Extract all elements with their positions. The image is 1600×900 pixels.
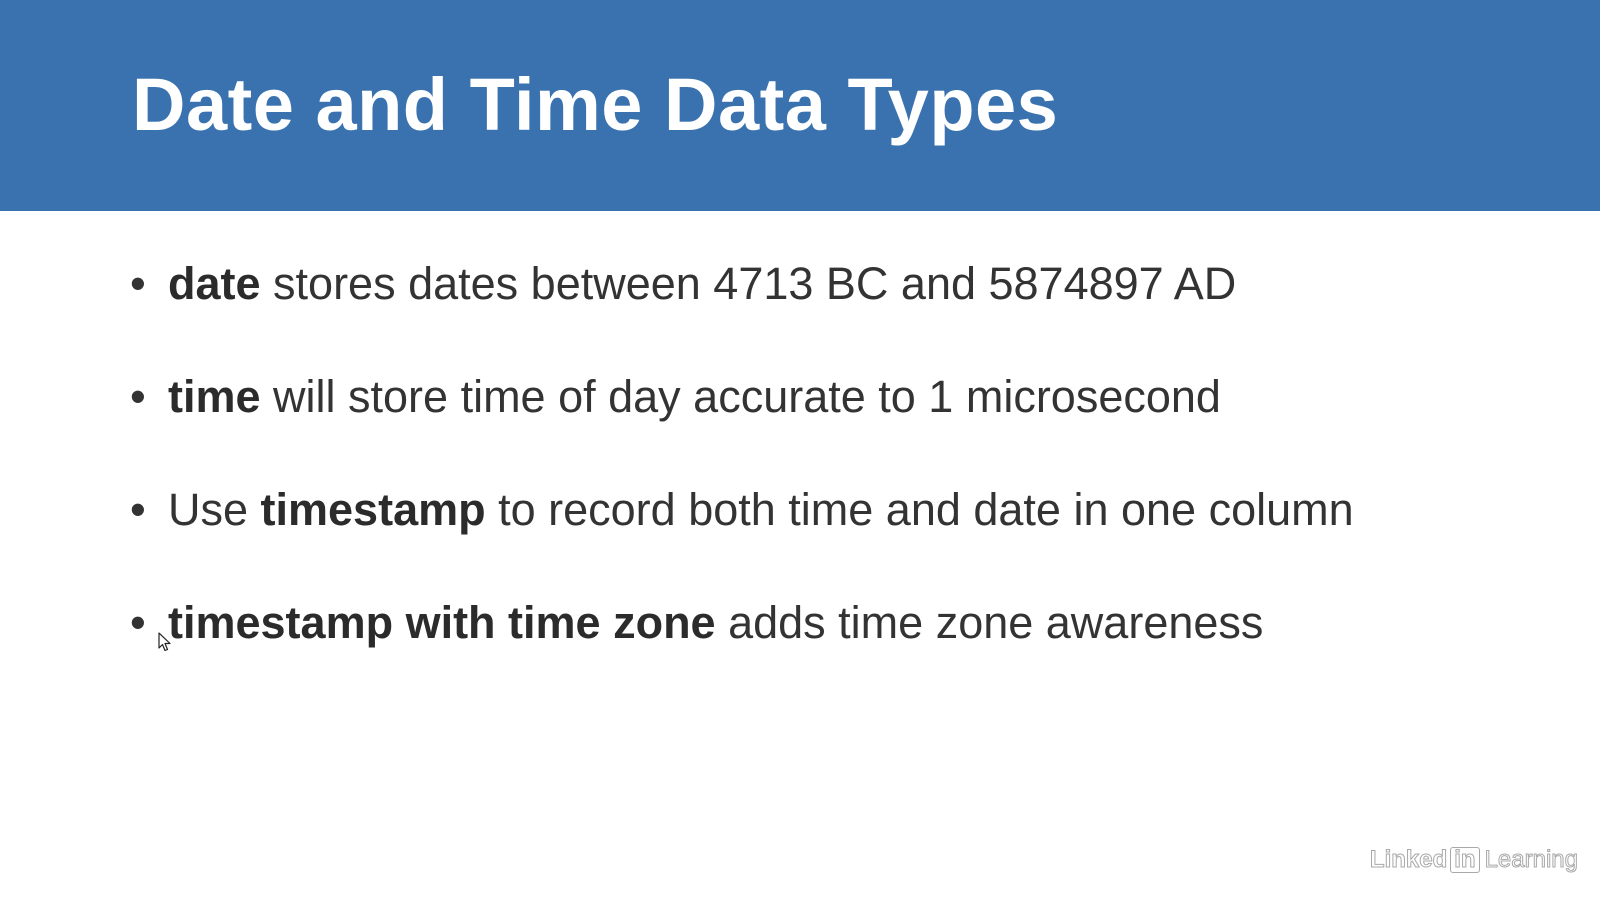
bullet-text: to record both time and date in one colu… <box>485 484 1354 535</box>
bullet-item-timestamp-tz: • timestamp with time zone adds time zone… <box>130 597 1354 710</box>
bullet-keyword: date <box>168 258 261 309</box>
bullet-text: adds time zone awareness <box>715 597 1264 648</box>
bullet-keyword: timestamp <box>260 484 486 535</box>
logo-in-box: in <box>1450 847 1480 873</box>
bullet-text: stores dates between 4713 BC and 5874897… <box>260 258 1237 309</box>
bullet-prefix: Use <box>168 484 261 535</box>
bullet-keyword: time <box>168 371 261 422</box>
bullet-item-time: • time will store time of day accurate to… <box>130 371 1354 484</box>
bullet-icon: • <box>130 371 146 422</box>
bullet-item-timestamp: • Use timestamp to record both time and d… <box>130 484 1354 597</box>
bullet-icon: • <box>130 258 146 309</box>
slide-title: Date and Time Data Types <box>132 63 1059 146</box>
bullet-icon: • <box>130 484 146 535</box>
bullet-icon: • <box>130 597 146 648</box>
header-bar: Date and Time Data Types <box>0 0 1600 211</box>
bullet-item-date: • date stores dates between 4713 BC and 5… <box>130 258 1354 371</box>
bullet-text: will store time of day accurate to 1 mic… <box>260 371 1221 422</box>
linkedin-learning-logo: Linked in Learning <box>1369 846 1578 874</box>
bullet-keyword: timestamp with time zone <box>168 597 716 648</box>
bullet-list: • date stores dates between 4713 BC and 5… <box>130 258 1354 710</box>
logo-linked-text: Linked <box>1369 846 1448 874</box>
mouse-cursor-icon <box>158 632 171 652</box>
logo-learning-text: Learning <box>1484 846 1578 874</box>
